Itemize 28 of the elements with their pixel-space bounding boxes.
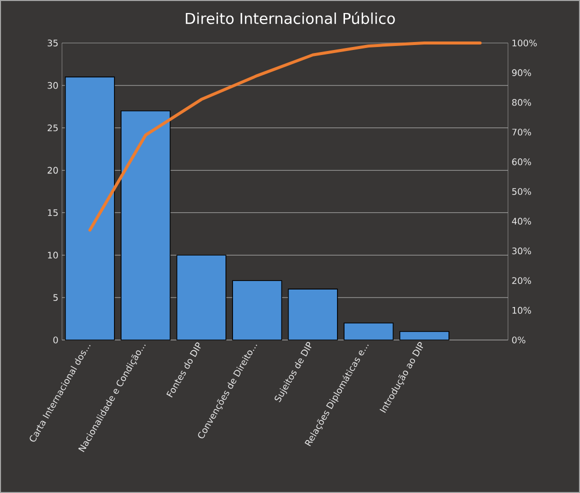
y2-tick-label: 30% xyxy=(512,247,532,254)
y-tick-label: 5 xyxy=(53,294,58,301)
line-series xyxy=(88,41,482,232)
bar xyxy=(344,322,394,340)
chart-title: Direito Internacional Público xyxy=(186,12,395,24)
y2-tick-label: 80% xyxy=(512,98,532,106)
bar xyxy=(64,76,115,340)
y-tick-label: 35 xyxy=(48,40,58,46)
y-tick-label: 30 xyxy=(48,82,58,89)
bar xyxy=(176,254,226,340)
y-tick-label: 25 xyxy=(48,124,58,132)
y-tick-label: 20 xyxy=(48,166,58,174)
y2-tick-label: 100% xyxy=(512,40,537,46)
y2-tick-label: 50% xyxy=(512,188,532,195)
y-tick-label: 0 xyxy=(53,336,58,344)
y2-tick-label: 90% xyxy=(512,69,532,76)
bar xyxy=(120,110,171,340)
y2-tick-label: 20% xyxy=(512,277,532,284)
y2-tick-label: 10% xyxy=(512,306,532,314)
y2-tick-label: 60% xyxy=(512,158,532,166)
y-tick-label: 10 xyxy=(48,252,58,259)
y2-tick-label: 70% xyxy=(512,128,532,136)
y2-tick-label: 0% xyxy=(512,336,526,344)
bar xyxy=(399,331,450,340)
bar xyxy=(288,288,338,340)
bar xyxy=(232,280,282,340)
y2-tick-label: 40% xyxy=(512,218,532,225)
y-tick-label: 15 xyxy=(48,209,58,216)
